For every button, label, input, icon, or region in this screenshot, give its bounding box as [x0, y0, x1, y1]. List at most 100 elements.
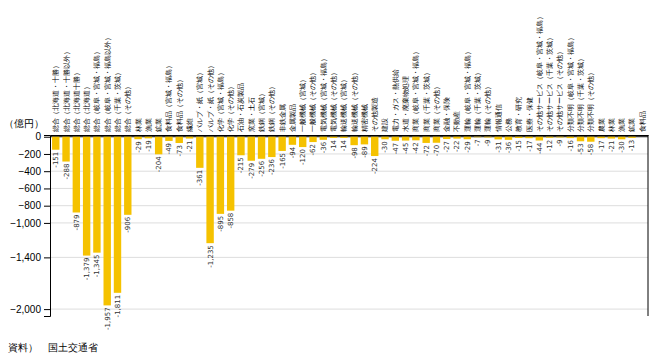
y-tick: −1,400: [10, 252, 50, 263]
x-tick-label: 金属製品: [289, 104, 296, 132]
data-label: -36: [320, 141, 328, 153]
bar: [577, 137, 584, 142]
data-label: -94: [289, 146, 297, 158]
bar: [124, 137, 131, 215]
bar: [176, 137, 183, 143]
grid-line: [50, 171, 648, 172]
x-tick-label: 鉱業: [628, 118, 635, 132]
x-tick-label: 商業（千葉・茨城）: [423, 69, 431, 132]
data-label: -1,235: [207, 245, 215, 268]
x-tick: 林業: [608, 118, 615, 133]
data-label: -15: [515, 140, 523, 151]
data-label: -895: [217, 216, 225, 232]
x-tick-label: 商業（岐阜・宮城・福島）: [412, 48, 420, 132]
data-labels: -151-288-879-1,379-1,345-1,957-1,811-906…: [52, 139, 636, 330]
x-tick: 総合（岐阜・宮城・福島以外）: [104, 34, 112, 133]
y-tick: −400: [18, 166, 50, 177]
data-label: -89: [361, 146, 369, 157]
x-tick-label: 医療・保健: [526, 97, 533, 132]
x-tick: 公務: [505, 118, 512, 132]
data-label: -361: [196, 170, 204, 186]
data-label: -236: [268, 159, 276, 175]
data-label: -29: [135, 141, 143, 152]
x-tick: パルプ・紙（その他）: [207, 62, 215, 133]
data-label: -1,379: [83, 258, 91, 281]
bar: [484, 136, 491, 138]
x-tick: 食料品: [639, 111, 646, 132]
y-tick-label: −200: [18, 149, 41, 160]
x-tick-label: 鉱業: [155, 118, 162, 132]
bar: [433, 137, 440, 143]
x-tick-label: 林業: [608, 118, 615, 133]
x-tick: 運輸（千葉・茨城）: [474, 69, 482, 132]
data-label: -215: [237, 157, 245, 173]
x-tick: 林業: [135, 118, 142, 133]
x-tick: 輸送機械（その他）: [351, 69, 359, 132]
bar: [258, 137, 265, 159]
data-label: -49: [165, 143, 173, 154]
y-tick-label: −800: [18, 200, 41, 211]
bar: [412, 137, 419, 141]
x-tick-label: 化学（宮城・福島）: [217, 69, 225, 132]
x-tick-label: 総合（北海道）: [83, 83, 91, 133]
x-tick: 総合（千葉・茨城）: [114, 69, 122, 133]
bar: [104, 137, 111, 306]
y-tick-mark: [44, 137, 50, 138]
x-tick-label: 輸送機械（宮城）: [340, 76, 348, 132]
bar: [289, 137, 296, 145]
x-tick-label: その他サービス（その他）: [556, 48, 564, 132]
bars: [52, 137, 636, 306]
data-label: -12: [546, 140, 554, 151]
x-tick: 鉄鋼（その他）: [268, 83, 276, 132]
bar: [546, 137, 553, 138]
chart-svg: 0−200−400−600−800−1,000−1,400−2,000総合（北海…: [0, 0, 660, 356]
data-label: -151: [52, 152, 60, 168]
x-tick-label: 一般機械（その他）: [309, 69, 317, 132]
y-tick-mark: [44, 188, 50, 189]
bar: [227, 137, 234, 211]
x-tick-label: 運輸（千葉・茨城）: [474, 69, 482, 132]
bar: [217, 137, 224, 214]
data-label: -1,811: [114, 295, 122, 318]
grid: [50, 137, 648, 309]
y-tick: −2,000: [10, 304, 50, 315]
x-tick-label: パルプ・紙（宮城）: [196, 69, 204, 133]
x-tick-label: その他製造: [371, 97, 379, 132]
bar: [52, 137, 59, 150]
x-tick: 総合（北海道十勝）: [73, 69, 81, 133]
x-tick-label: 電気機械（宮城・福島）: [320, 55, 328, 132]
data-label: -27: [443, 141, 451, 152]
x-tick-label: 金融・保険: [443, 97, 450, 132]
grid-line: [50, 188, 648, 189]
bar: [196, 137, 203, 168]
y-tick-label: −600: [18, 183, 41, 194]
x-tick: 石油・石炭製品: [237, 83, 245, 132]
bar: [350, 137, 357, 145]
data-label: -204: [155, 156, 163, 172]
bar: [628, 137, 635, 138]
x-tick-label: 食料品（その他）: [176, 76, 184, 132]
y-tick-label: −400: [18, 166, 41, 177]
bar: [505, 137, 512, 140]
grid-line: [50, 257, 648, 258]
x-tick: その他製造: [371, 97, 379, 132]
data-label: -44: [536, 142, 544, 154]
x-tick: 商業（その他）: [433, 83, 441, 132]
bar: [165, 137, 172, 141]
chart-root: 0−200−400−600−800−1,000−1,400−2,000総合（北海…: [0, 0, 660, 356]
x-tick: 総合（北海道）: [83, 83, 91, 133]
bar: [330, 137, 337, 138]
bar: [443, 137, 450, 139]
bar: [381, 137, 388, 140]
x-tick-label: 総合（岐阜・宮城・福島）: [93, 48, 101, 133]
x-tick: 医療・保健: [526, 97, 533, 132]
x-tick-label: 分類不明（千葉・茨城）: [577, 55, 585, 132]
bar: [320, 137, 327, 140]
bar: [93, 137, 100, 253]
data-label: -53: [577, 143, 585, 154]
data-label: -256: [258, 160, 266, 176]
x-tick: 運輸（その他）: [484, 83, 492, 132]
data-label: -36: [505, 141, 513, 153]
x-tick-label: 非鉄金属: [279, 104, 286, 132]
y-tick-label: −2,000: [10, 304, 41, 315]
